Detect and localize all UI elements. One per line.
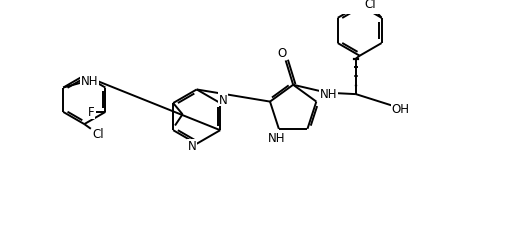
Text: NH: NH — [81, 74, 98, 87]
Text: Cl: Cl — [364, 0, 376, 11]
Text: F: F — [88, 106, 95, 119]
Text: O: O — [277, 47, 287, 60]
Text: NH: NH — [320, 87, 337, 100]
Text: Cl: Cl — [93, 127, 104, 140]
Text: OH: OH — [392, 102, 410, 115]
Text: N: N — [219, 93, 227, 106]
Text: N: N — [188, 139, 196, 153]
Text: NH: NH — [268, 131, 286, 144]
